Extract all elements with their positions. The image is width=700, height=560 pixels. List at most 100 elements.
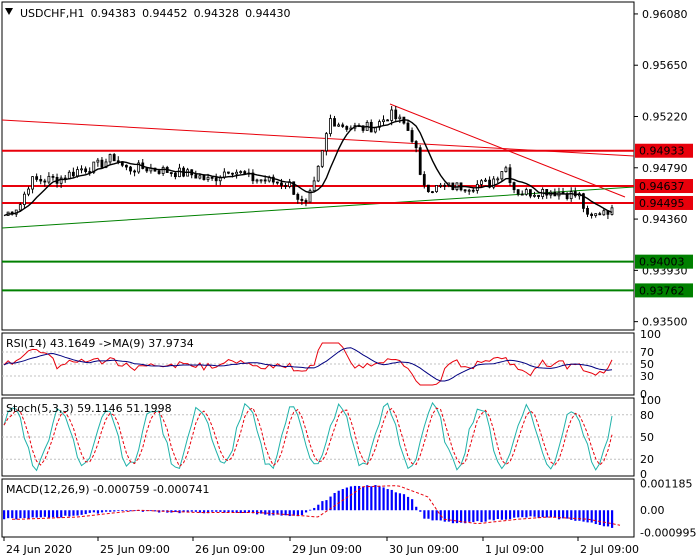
candle-body — [145, 168, 149, 172]
macd-histogram-bar — [247, 510, 251, 513]
candle-body — [484, 179, 487, 182]
candle-body — [178, 167, 181, 178]
candle-body — [206, 176, 210, 180]
candle-body — [47, 175, 51, 183]
macd-histogram-bar — [566, 510, 569, 519]
macd-histogram-bar — [333, 492, 336, 511]
candle-body — [598, 213, 602, 216]
candle-body — [227, 171, 230, 174]
macd-histogram-bar — [284, 510, 287, 516]
candle-body — [312, 180, 316, 192]
level-tag-label: 0.94495 — [639, 197, 685, 210]
level-tag-box — [635, 143, 693, 158]
high-value: 0.94452 — [142, 7, 188, 20]
macd-histogram-bar — [557, 510, 561, 520]
symbol-label: USDCHF,H1 — [20, 7, 85, 20]
macd-histogram-bar — [525, 510, 528, 518]
macd-histogram-bar — [553, 510, 557, 518]
macd-histogram-bar — [378, 486, 381, 511]
candle-body — [59, 177, 63, 184]
candle-body — [100, 159, 104, 168]
macd-histogram-bar — [174, 510, 177, 512]
candle-body — [528, 189, 532, 197]
macd-histogram-bar — [349, 486, 353, 511]
candle-body — [333, 118, 336, 127]
macd-histogram-bar — [398, 493, 402, 511]
rsi-layer — [2, 342, 634, 386]
macd-histogram-bar — [415, 506, 418, 511]
candle-body — [316, 165, 320, 182]
macd-histogram-bar — [313, 507, 316, 511]
candle-body — [361, 125, 365, 131]
stoch-tick-label: 80 — [640, 409, 654, 422]
macd-histogram-bar — [198, 510, 202, 513]
support-trendline — [1, 186, 635, 229]
macd-histogram-bar — [296, 510, 299, 517]
macd-histogram-bar — [496, 510, 499, 519]
level-tag-label: 0.94637 — [639, 180, 685, 193]
candle-body — [398, 116, 402, 120]
macd-tick-label: 0.001185 — [640, 478, 693, 491]
candle-body — [594, 213, 598, 216]
candle-body — [231, 172, 234, 175]
macd-histogram-bar — [202, 510, 206, 514]
candle-body — [337, 124, 341, 127]
macd-histogram-bar — [337, 490, 340, 511]
rsi-tick-label: 0 — [640, 388, 647, 401]
macd-histogram-bar — [264, 510, 267, 515]
candle-body — [304, 200, 308, 203]
macd-histogram-bar — [533, 510, 536, 517]
macd-histogram-bar — [117, 510, 120, 512]
macd-histogram-bar — [80, 510, 83, 515]
open-value: 0.94383 — [91, 7, 137, 20]
candle-body — [239, 171, 243, 173]
candle-body — [137, 162, 141, 173]
macd-histogram-bar — [586, 510, 589, 523]
macd-histogram-bar — [611, 510, 614, 528]
macd-histogram-bar — [19, 510, 22, 519]
candle-body — [406, 122, 410, 131]
chart-header: USDCHF,H1 0.94383 0.94452 0.94328 0.94430 — [5, 7, 291, 20]
macd-histogram-bar — [382, 487, 385, 511]
macd-histogram-bar — [141, 510, 144, 512]
macd-histogram-bar — [3, 510, 6, 520]
macd-histogram-bar — [7, 510, 10, 519]
candle-body — [324, 133, 328, 152]
candle-body — [161, 167, 165, 174]
macd-histogram-bar — [121, 510, 124, 511]
candle-body — [410, 130, 414, 142]
candle-body — [467, 189, 471, 192]
price-tick-label: 0.94790 — [642, 162, 688, 175]
candle-body — [341, 124, 345, 127]
macd-histogram-bar — [443, 510, 446, 522]
macd-histogram-bar — [11, 510, 14, 519]
stoch-signal-line — [3, 407, 613, 468]
macd-histogram-bar — [508, 510, 512, 520]
candle-body — [194, 174, 198, 179]
macd-histogram-bar — [590, 510, 593, 523]
macd-histogram-bar — [578, 510, 581, 521]
rsi-tick-label: 30 — [640, 370, 654, 383]
price-tick-label: 0.95220 — [642, 111, 688, 124]
candle-body — [569, 191, 573, 200]
macd-histogram-bar — [35, 510, 38, 518]
candle-body — [18, 204, 22, 211]
macd-histogram-bar — [219, 510, 222, 512]
macd-histogram-bar — [186, 510, 189, 513]
macd-histogram-bar — [23, 510, 26, 519]
macd-histogram-bar — [15, 510, 18, 520]
candle-body — [500, 171, 504, 180]
rsi-ma-line — [3, 347, 613, 382]
candle-body — [463, 189, 467, 192]
candle-body — [214, 177, 218, 182]
macd-histogram-bar — [243, 510, 246, 513]
time-tick-label: 24 Jun 2020 — [6, 543, 72, 556]
candle-body — [496, 178, 500, 181]
candle-body — [390, 109, 394, 121]
header-triangle-icon — [5, 8, 13, 15]
macd-histogram-bar — [76, 510, 79, 516]
candle-body — [51, 175, 55, 178]
candle-body — [92, 161, 96, 173]
macd-histogram-bar — [300, 510, 304, 516]
